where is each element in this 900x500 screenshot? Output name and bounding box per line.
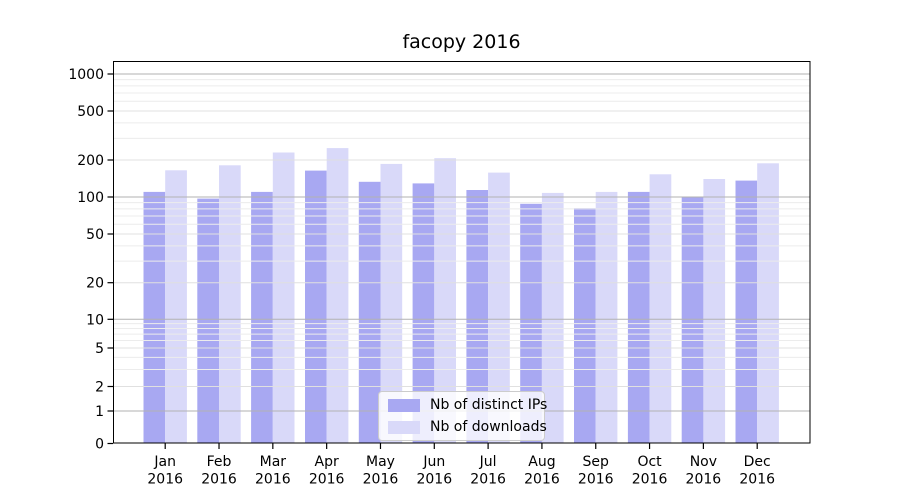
y-tick-label: 10 — [86, 312, 104, 328]
y-tick-label: 1000 — [68, 67, 104, 83]
bar-dec-series0 — [735, 180, 758, 444]
y-tick-label: 50 — [86, 227, 104, 243]
bar-mar-series1 — [272, 152, 295, 444]
y-tick-label: 500 — [77, 104, 104, 120]
bar-jan-series0 — [143, 191, 166, 444]
bar-jan-series1 — [165, 170, 187, 444]
x-tick-label: Jul 2016 — [470, 454, 506, 488]
legend-item-downloads: Nb of downloads — [388, 419, 547, 435]
bar-apr-series0 — [305, 170, 327, 444]
x-tick-label: Nov 2016 — [686, 454, 722, 488]
bar-mar-series0 — [251, 191, 273, 444]
legend-label-downloads: Nb of downloads — [430, 419, 547, 435]
bar-oct-series1 — [649, 174, 672, 444]
legend-item-distinct-ips: Nb of distinct IPs — [388, 397, 547, 413]
bar-nov-series1 — [703, 179, 726, 444]
bar-jul-series0 — [466, 190, 489, 444]
x-tick-label: Sep 2016 — [578, 454, 614, 488]
y-tick-label: 0 — [95, 437, 104, 453]
bar-feb-series0 — [197, 198, 219, 444]
x-tick-label: Oct 2016 — [632, 454, 668, 488]
legend-label-distinct-ips: Nb of distinct IPs — [430, 397, 548, 413]
chart-title: facopy 2016 — [402, 31, 521, 53]
bar-sep-series0 — [574, 208, 596, 444]
axis-layer: 0 1 2 5 10 20 50 100 200 500 1000 Jan 2016 Feb 2016 Mar… — [68, 61, 811, 488]
bar-oct-series0 — [627, 191, 650, 444]
y-tick-label: 100 — [77, 190, 104, 206]
x-tick-label: Aug 2016 — [524, 454, 560, 488]
bar-may-series0 — [358, 181, 381, 444]
bar-sep-series1 — [595, 191, 618, 444]
x-tick-label: Jan 2016 — [147, 454, 183, 488]
bar-feb-series1 — [219, 165, 241, 444]
x-tick-label: Feb 2016 — [201, 454, 237, 488]
legend-swatch-downloads — [388, 420, 420, 434]
x-tick-label: Apr 2016 — [309, 454, 345, 488]
bars-layer — [143, 148, 779, 444]
legend: Nb of distinct IPs Nb of downloads — [378, 391, 547, 441]
y-tick-label: 200 — [77, 153, 104, 169]
bar-jul-series1 — [488, 172, 510, 444]
bar-dec-series1 — [757, 163, 779, 444]
legend-swatch-distinct-ips — [388, 398, 420, 412]
grid-layer — [114, 73, 810, 412]
y-tick-label: 2 — [95, 380, 104, 396]
bar-jun-series0 — [412, 183, 435, 444]
x-tick-label: Jun 2016 — [416, 454, 452, 488]
x-tick-label: May 2016 — [363, 454, 399, 488]
x-tick-label: Mar 2016 — [255, 454, 291, 488]
y-tick-label: 20 — [86, 276, 104, 292]
bar-jun-series1 — [434, 158, 456, 444]
y-tick-label: 1 — [95, 404, 104, 420]
plot-border — [113, 61, 811, 444]
x-tick-label: Dec 2016 — [739, 454, 775, 488]
y-tick-label: 5 — [95, 341, 104, 357]
bar-aug-series1 — [541, 192, 564, 444]
bar-apr-series1 — [326, 148, 349, 444]
bar-nov-series0 — [681, 196, 704, 444]
